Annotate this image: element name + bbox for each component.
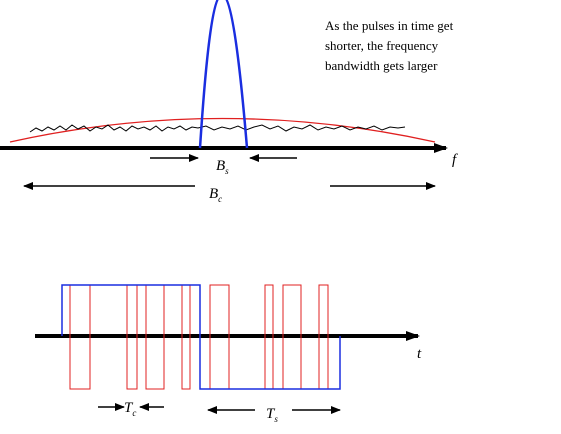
label-sub: s <box>274 414 278 424</box>
period-label: Ts <box>266 406 278 424</box>
symbol-waveform <box>61 284 341 390</box>
label-main: T <box>266 406 276 422</box>
noise-floor <box>29 124 406 133</box>
narrow-spectrum <box>198 0 249 149</box>
label-main: B <box>216 158 225 174</box>
caption-line: bandwidth gets larger <box>325 58 438 73</box>
time-axis-label: t <box>417 346 422 362</box>
label-sub: s <box>225 166 229 176</box>
frequency-axis-label: f <box>452 152 458 168</box>
caption-line: As the pulses in time get <box>325 18 454 33</box>
period-label: Tc <box>124 400 136 418</box>
wide-spectrum <box>9 117 436 143</box>
label-main: B <box>209 186 218 202</box>
bandwidth-label: Bs <box>216 158 229 176</box>
label-main: T <box>124 400 134 416</box>
bandwidth-label: Bc <box>209 186 222 204</box>
label-sub: c <box>132 408 136 418</box>
label-sub: c <box>218 194 222 204</box>
caption-line: shorter, the frequency <box>325 38 439 53</box>
